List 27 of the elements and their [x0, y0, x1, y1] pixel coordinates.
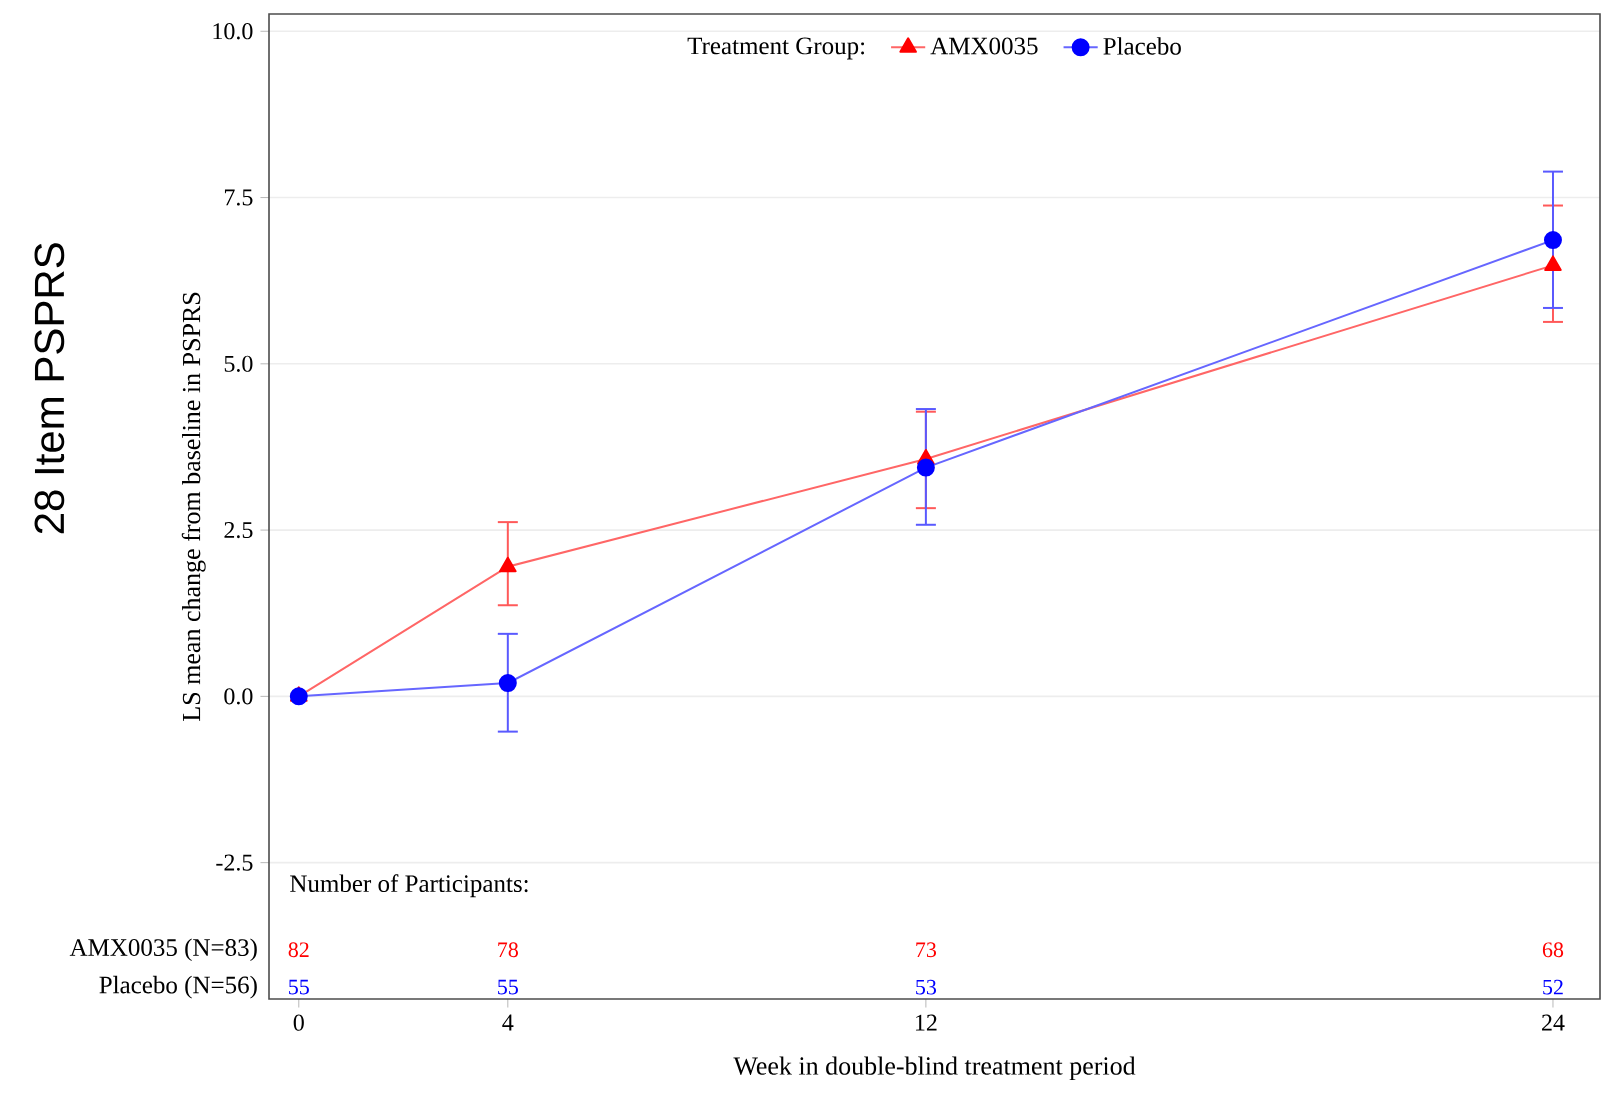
- annotation: 55: [498, 979, 518, 995]
- x-tick-label: 0: [293, 1014, 304, 1031]
- text: AMX0035 (N=83): [69, 938, 257, 962]
- text: 28 Item PSPRS: [34, 243, 65, 534]
- y-axis-title: LS mean change from baseline in PSPRS: [181, 292, 206, 721]
- legend-label: AMX0035: [930, 37, 1038, 55]
- y-tick-label: 5.0: [224, 355, 253, 372]
- legend-label: Placebo: [1103, 37, 1181, 55]
- x-tick-label: 12: [915, 1014, 937, 1031]
- y-tick-label: 7.5: [224, 189, 253, 206]
- legend-title: Treatment Group:: [687, 37, 865, 60]
- annotation: Number of Participants:: [290, 874, 528, 898]
- annotation: 52: [1543, 979, 1563, 995]
- text: Placebo (N=56): [99, 975, 257, 999]
- x-tick-label: 24: [1542, 1014, 1565, 1031]
- annotation: 55: [289, 979, 309, 995]
- annotation: 82: [288, 942, 309, 958]
- annotation: 68: [1542, 942, 1564, 958]
- y-tick-label: 0.0: [224, 688, 253, 705]
- annotation: 53: [916, 979, 937, 995]
- y-tick-label: 2.5: [224, 521, 253, 539]
- annotation: 78: [498, 942, 518, 958]
- x-tick-label: 4: [502, 1014, 514, 1031]
- x-axis-title: Week in double-blind treatment period: [733, 1056, 1136, 1081]
- y-tick-label: -2.5: [216, 854, 253, 871]
- y-tick-label: 10.0: [213, 23, 253, 40]
- annotation: 73: [916, 942, 937, 958]
